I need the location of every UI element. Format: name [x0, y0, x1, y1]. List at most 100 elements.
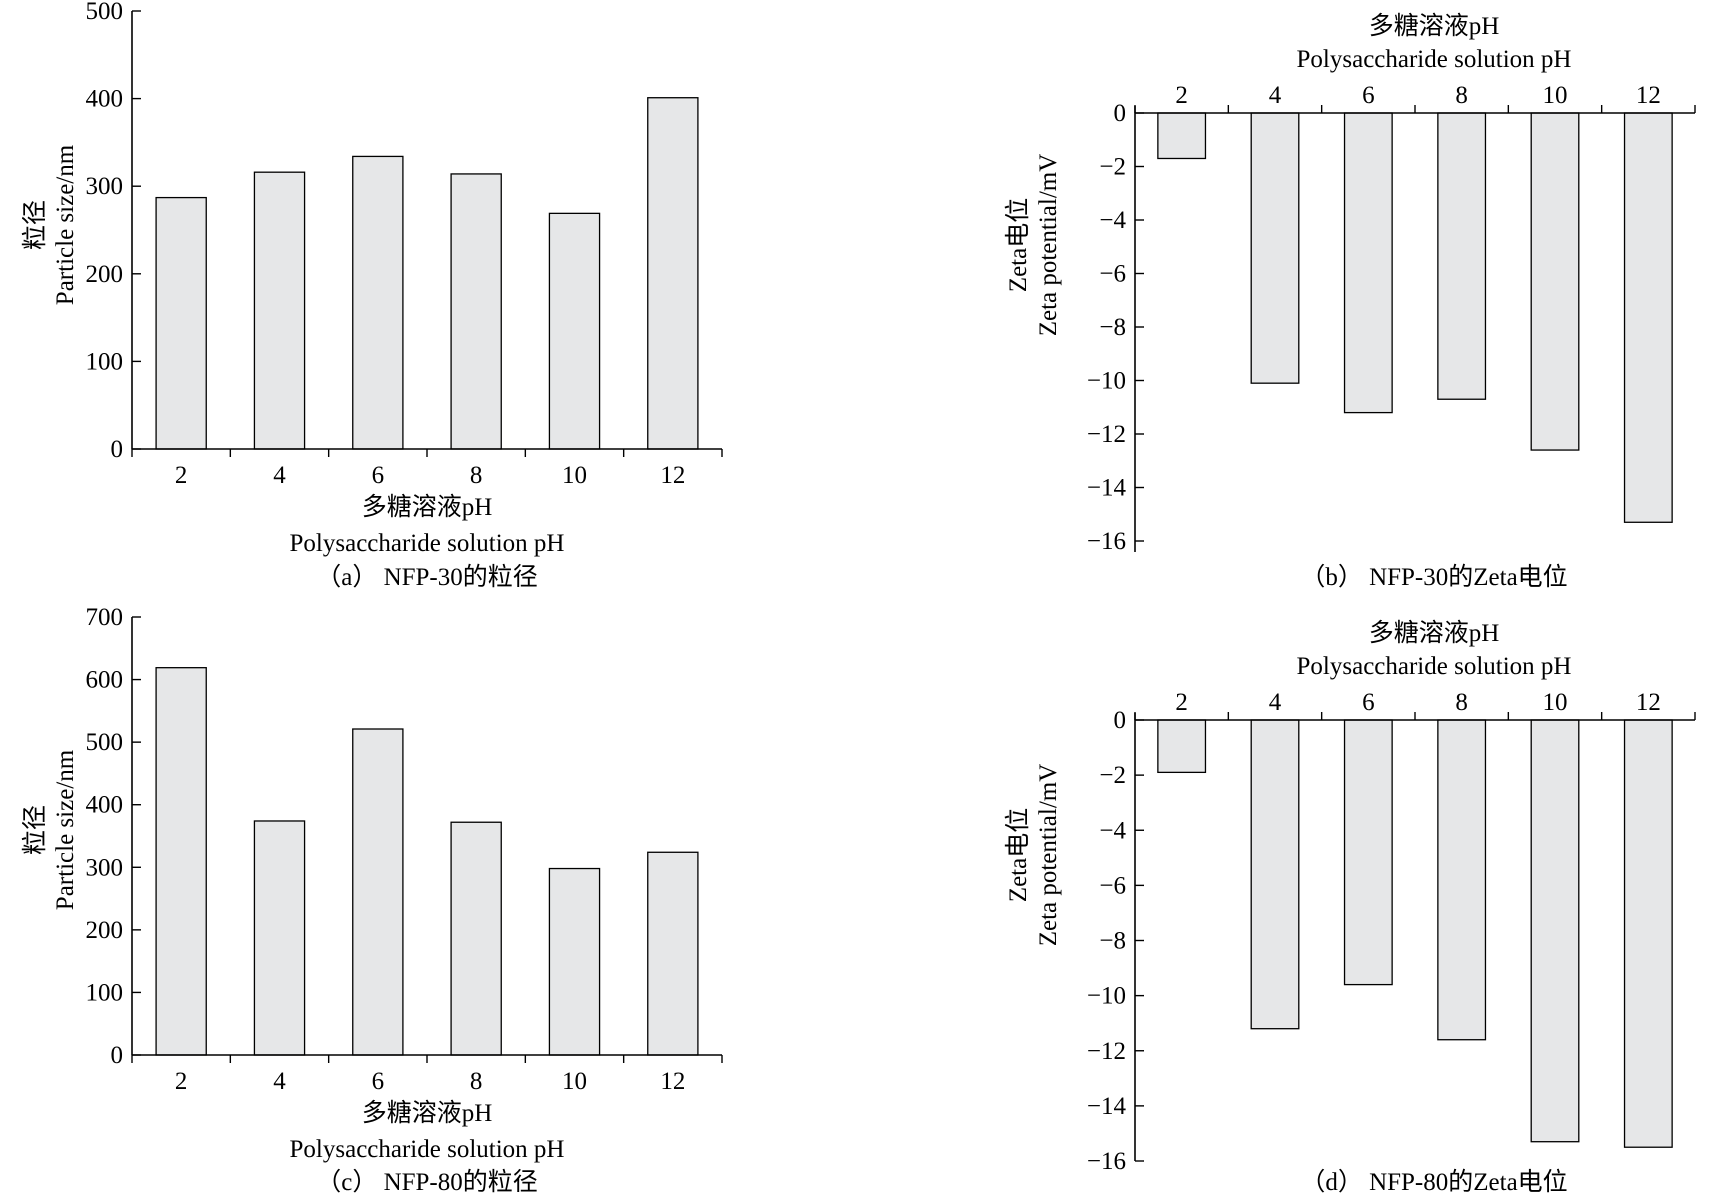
x-tick-label: 2	[175, 462, 188, 489]
x-tick-label: 8	[1455, 82, 1468, 109]
y-tick-label: −16	[1087, 528, 1126, 555]
bar	[1158, 720, 1206, 772]
y-axis-title-en: Zeta potential/mV	[1035, 764, 1062, 947]
y-tick-label: 100	[86, 979, 124, 1006]
bar	[1531, 720, 1579, 1142]
bar	[1625, 113, 1673, 522]
bar	[451, 822, 501, 1055]
x-tick-label: 4	[1269, 689, 1282, 716]
y-tick-label: −4	[1099, 207, 1126, 234]
x-tick-label: 2	[1175, 82, 1188, 109]
chart-panel-a: 0 100 200 300 400 500 2 4 6 8 10 12 多糖溶液pH Polysaccha…	[21, 0, 722, 591]
y-tick-label: 300	[86, 854, 124, 881]
y-tick-label: 500	[86, 0, 124, 25]
x-tick-label: 8	[470, 462, 483, 489]
bar	[254, 172, 304, 449]
y-tick-label: 100	[86, 348, 124, 375]
x-axis-title-en: Polysaccharide solution pH	[290, 530, 565, 557]
x-axis-title-cn: 多糖溶液pH	[362, 493, 493, 521]
y-tick-label: 600	[86, 667, 124, 694]
chart-panel-c: 0 100 200 300 400 500 600 700 2 4 6 8 10 12 多糖溶液pH Poly…	[21, 604, 722, 1196]
x-tick-label: 12	[1636, 82, 1661, 109]
bar	[549, 869, 599, 1055]
chart-panel-d: 0 −2 −4 −6 −8 −10 −12 −14 −16 2 4 6 8 10 12 多糖溶液pH Polys…	[1004, 619, 1695, 1196]
y-tick-label: 0	[1114, 707, 1127, 734]
y-axis-title-en: Zeta potential/mV	[1035, 154, 1062, 337]
y-tick-label: −12	[1087, 1038, 1126, 1065]
bar	[353, 729, 403, 1055]
y-tick-label: 0	[1114, 100, 1127, 127]
x-axis-title-en: Polysaccharide solution pH	[1297, 46, 1572, 73]
y-axis-title-cn: Zeta电位	[1004, 808, 1032, 902]
x-tick-label: 6	[1362, 689, 1375, 716]
x-axis-title-cn: 多糖溶液pH	[1369, 619, 1500, 647]
y-tick-label: −6	[1099, 261, 1126, 288]
y-tick-label: 700	[86, 604, 124, 631]
bar	[1438, 720, 1486, 1040]
y-tick-label: −16	[1087, 1148, 1126, 1175]
x-axis-title-cn: 多糖溶液pH	[362, 1099, 493, 1127]
y-tick-label: −14	[1087, 1093, 1127, 1120]
y-tick-label: −10	[1087, 983, 1126, 1010]
x-tick-label: 10	[1543, 689, 1568, 716]
x-tick-label: 12	[660, 1068, 685, 1095]
bar	[1251, 720, 1299, 1029]
panel-caption: （a） NFP-30的粒径	[316, 563, 538, 591]
panel-caption: （c） NFP-80的粒径	[316, 1168, 538, 1196]
y-axis-title-cn: 粒径	[21, 200, 49, 250]
y-tick-label: 0	[111, 436, 124, 463]
y-tick-label: 0	[111, 1042, 124, 1069]
chart-panel-b: 0 −2 −4 −6 −8 −10 −12 −14 −16 2 4 6 8 10 12 多糖溶液pH Polys…	[1004, 12, 1695, 591]
y-tick-label: −2	[1099, 154, 1126, 181]
x-tick-label: 10	[562, 1068, 587, 1095]
x-tick-label: 4	[1269, 82, 1282, 109]
x-axis-title-cn: 多糖溶液pH	[1369, 12, 1500, 40]
y-axis-title-cn: Zeta电位	[1004, 198, 1032, 292]
bar	[648, 852, 698, 1055]
x-tick-label: 6	[372, 1068, 385, 1095]
bar	[1625, 720, 1673, 1147]
y-tick-label: 400	[86, 792, 124, 819]
y-tick-label: −10	[1087, 368, 1126, 395]
panel-caption: （d） NFP-80的Zeta电位	[1300, 1168, 1567, 1196]
y-tick-label: 500	[86, 729, 124, 756]
x-tick-label: 4	[273, 462, 286, 489]
y-tick-label: −12	[1087, 421, 1126, 448]
x-tick-label: 8	[470, 1068, 483, 1095]
bar	[1531, 113, 1579, 450]
x-tick-label: 2	[1175, 689, 1188, 716]
y-axis-title-cn: 粒径	[21, 805, 49, 855]
bar	[1251, 113, 1299, 383]
x-axis-title-en: Polysaccharide solution pH	[290, 1136, 565, 1163]
y-tick-label: −8	[1099, 314, 1126, 341]
bar	[1158, 113, 1206, 158]
y-tick-label: −4	[1099, 817, 1126, 844]
bar	[549, 213, 599, 449]
bar	[1345, 720, 1393, 985]
y-tick-label: −8	[1099, 928, 1126, 955]
x-tick-label: 10	[1543, 82, 1568, 109]
bar	[156, 668, 206, 1055]
panel-caption: （b） NFP-30的Zeta电位	[1300, 563, 1567, 591]
figure: 01002003004005002 4 6 8 10 12多糖溶液pHPolysaccha…	[0, 0, 1730, 1200]
x-tick-label: 12	[660, 462, 685, 489]
bar	[648, 98, 698, 449]
y-tick-label: −6	[1099, 872, 1126, 899]
y-tick-label: 300	[86, 173, 124, 200]
y-axis-title-en: Particle size/nm	[52, 144, 79, 305]
x-axis-title-en: Polysaccharide solution pH	[1297, 653, 1572, 680]
x-tick-label: 8	[1455, 689, 1468, 716]
bar	[1345, 113, 1393, 413]
bar	[353, 156, 403, 449]
x-tick-label: 10	[562, 462, 587, 489]
bar	[156, 198, 206, 449]
x-tick-label: 4	[273, 1068, 286, 1095]
y-axis-title-en: Particle size/nm	[52, 749, 79, 910]
bar	[1438, 113, 1486, 399]
y-tick-label: 400	[86, 86, 124, 113]
y-tick-label: 200	[86, 917, 124, 944]
y-tick-label: −14	[1087, 475, 1127, 502]
x-tick-label: 12	[1636, 689, 1661, 716]
x-tick-label: 2	[175, 1068, 188, 1095]
bar	[254, 821, 304, 1055]
